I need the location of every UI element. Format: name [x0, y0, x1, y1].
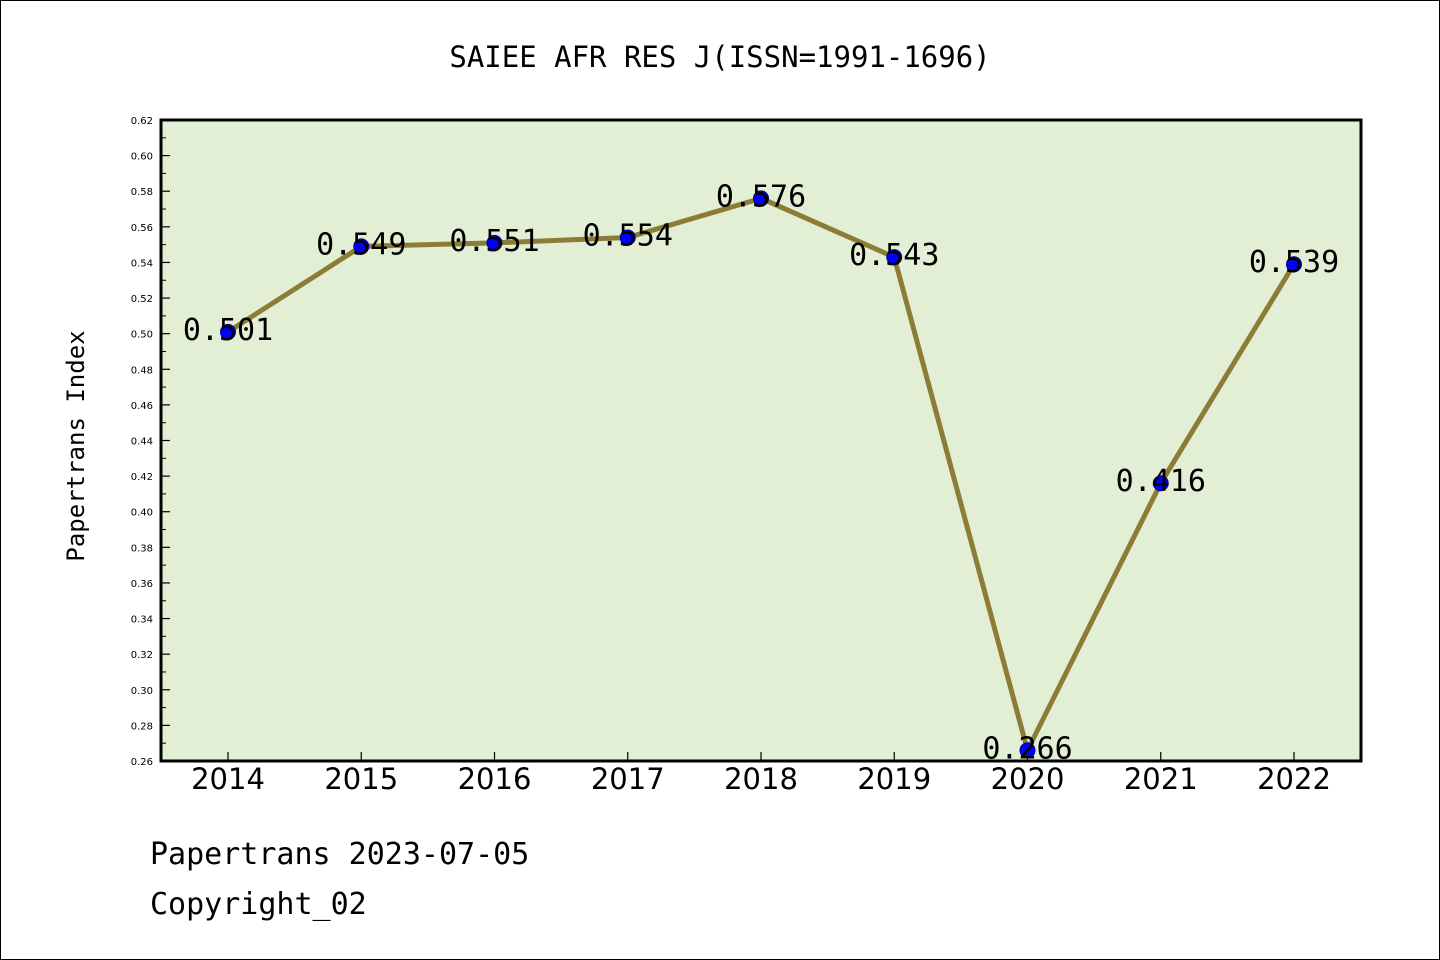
y-tick-label: 0.48 [131, 365, 153, 376]
chart-title: SAIEE AFR RES J(ISSN=1991-1696) [449, 40, 990, 74]
data-point [1286, 256, 1302, 273]
data-label: 0.266 [982, 731, 1072, 766]
y-tick-label: 0.46 [131, 401, 153, 412]
x-tick-label: 2017 [591, 762, 665, 796]
data-point [353, 238, 370, 255]
y-tick-label: 0.50 [131, 330, 153, 341]
x-tick-label: 2015 [324, 762, 398, 796]
y-tick-label: 0.34 [131, 615, 153, 626]
y-tick-label: 0.44 [131, 437, 153, 448]
data-point [1019, 742, 1036, 759]
x-tick-label: 2014 [191, 762, 265, 796]
data-point [886, 249, 903, 266]
data-label: 0.551 [449, 224, 539, 259]
data-label: 0.549 [316, 227, 406, 262]
y-tick-label: 0.38 [131, 543, 153, 554]
data-point [753, 190, 769, 207]
y-tick-label: 0.62 [131, 116, 153, 127]
y-tick-label: 0.60 [131, 152, 153, 163]
y-tick-label: 0.42 [131, 472, 153, 483]
y-axis-label: Papertrans Index [62, 330, 90, 561]
data-label: 0.554 [583, 219, 673, 254]
series-markers [220, 190, 1302, 759]
x-tick-label: 2021 [1124, 762, 1198, 796]
y-tick-label: 0.30 [131, 686, 153, 697]
y-tick-label: 0.58 [131, 187, 153, 198]
data-point [1152, 475, 1169, 492]
data-label: 0.501 [183, 313, 273, 348]
x-tick-label: 2016 [458, 762, 532, 796]
plot-area [159, 118, 1363, 763]
data-point [486, 234, 503, 251]
data-point [619, 229, 636, 246]
y-tick-label: 0.56 [131, 223, 153, 234]
y-tick-label: 0.32 [131, 650, 153, 661]
x-tick-label: 2019 [857, 762, 931, 796]
y-tick-label: 0.28 [131, 721, 153, 732]
data-label: 0.543 [849, 238, 939, 273]
x-tick-label: 2022 [1257, 762, 1331, 796]
data-labels: 0.501 0.549 0.551 0.554 0.576 0.543 0.266 0.416… [183, 179, 1339, 766]
y-tick-label: 0.54 [131, 258, 153, 269]
data-label: 0.416 [1116, 464, 1206, 499]
y-tick-label: 0.40 [131, 508, 153, 519]
y-tick-label: 0.26 [131, 757, 153, 768]
footer-date: Papertrans 2023-07-05 [150, 837, 529, 872]
y-tick-label: 0.36 [131, 579, 153, 590]
x-tick-label: 2020 [991, 762, 1065, 796]
x-tick-label: 2018 [724, 762, 798, 796]
x-axis: 2014 2015 2016 2017 2018 2019 2020 2021 2022 [191, 752, 1331, 796]
y-axis: 0.26 0.28 0.30 0.32 0.34 0.36 0.38 0.40 0.42 0.44… [131, 116, 170, 768]
data-label: 0.576 [716, 179, 806, 214]
data-label: 0.539 [1249, 245, 1339, 280]
y-tick-label: 0.52 [131, 294, 153, 305]
footer-copyright: Copyright_02 [150, 887, 367, 922]
data-point [220, 323, 236, 340]
